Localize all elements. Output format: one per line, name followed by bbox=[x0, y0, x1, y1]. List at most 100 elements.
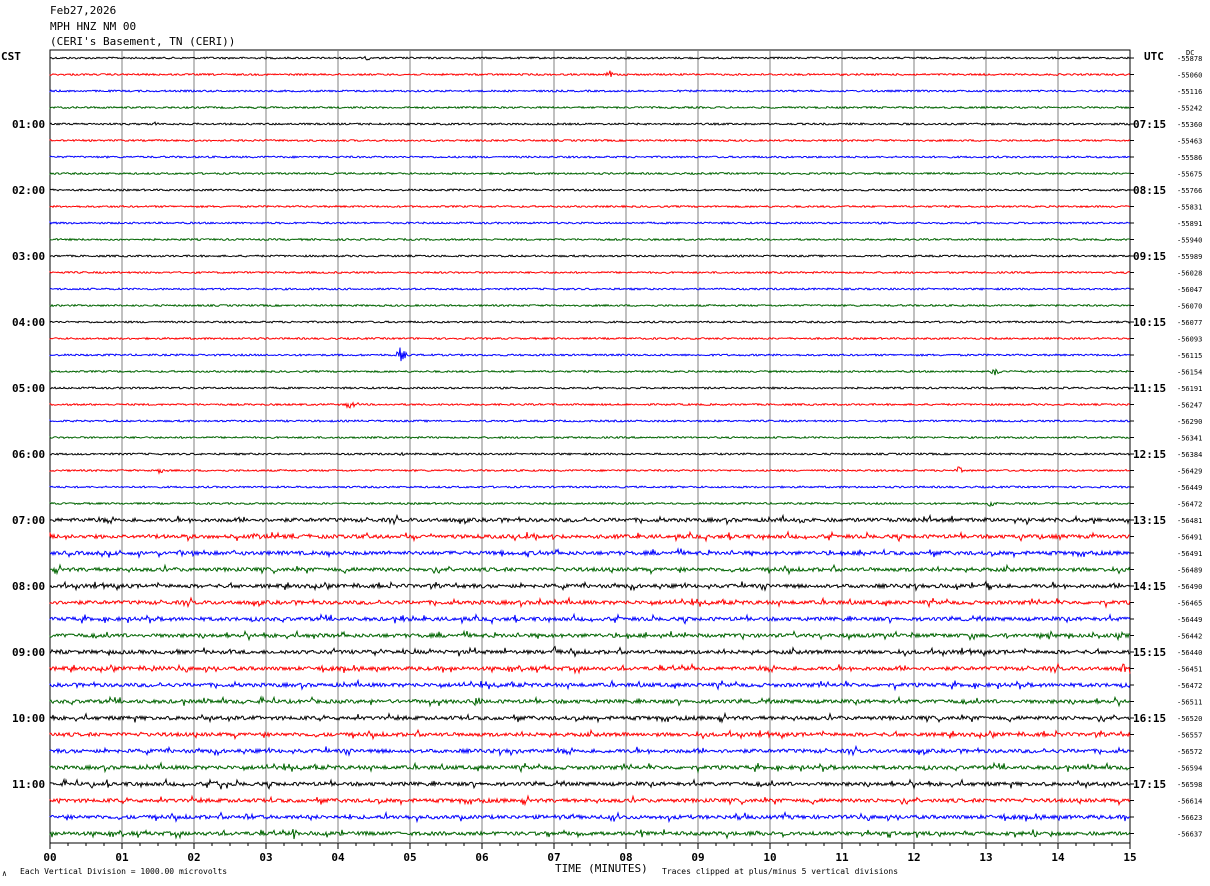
station-location: (CERI's Basement, TN (CERI)) bbox=[50, 35, 236, 48]
dc-offset-label: -56384 bbox=[1177, 451, 1202, 459]
dc-offset-label: -56572 bbox=[1177, 748, 1202, 756]
x-tick-label: 03 bbox=[259, 851, 272, 864]
seismic-trace bbox=[49, 220, 1131, 225]
dc-offset-label: -55060 bbox=[1177, 72, 1202, 80]
x-tick-label: 15 bbox=[1123, 851, 1136, 864]
dc-offset-label: -56511 bbox=[1177, 699, 1202, 707]
dc-offset-label: -56481 bbox=[1177, 517, 1202, 525]
seismic-trace bbox=[49, 368, 1131, 376]
seismic-trace bbox=[49, 547, 1131, 559]
seismic-trace bbox=[49, 287, 1131, 291]
utc-hour-label: 17:15 bbox=[1133, 778, 1166, 791]
utc-hour-label: 11:15 bbox=[1133, 382, 1166, 395]
utc-hour-label: 15:15 bbox=[1133, 646, 1166, 659]
dc-offset-label: -56637 bbox=[1177, 831, 1202, 839]
dc-offset-label: -56442 bbox=[1177, 633, 1202, 641]
dc-offset-header: DC bbox=[1186, 49, 1195, 57]
x-tick-label: 05 bbox=[403, 851, 416, 864]
seismic-trace bbox=[49, 303, 1131, 308]
clipping-note: Traces clipped at plus/minus 5 vertical … bbox=[662, 867, 899, 876]
seismic-trace bbox=[49, 828, 1131, 840]
seismic-trace bbox=[49, 563, 1131, 576]
x-axis-label: TIME (MINUTES) bbox=[555, 862, 648, 875]
dc-offset-label: -56472 bbox=[1177, 501, 1202, 509]
dc-offset-label: -55766 bbox=[1177, 187, 1202, 195]
seismic-trace bbox=[49, 761, 1131, 774]
dc-offset-label: -56028 bbox=[1177, 270, 1202, 278]
dc-offset-label: -56115 bbox=[1177, 352, 1202, 360]
x-tick-label: 13 bbox=[979, 851, 992, 864]
seismic-trace bbox=[49, 485, 1131, 489]
dc-offset-label: -55940 bbox=[1177, 237, 1202, 245]
dc-offset-label: -56070 bbox=[1177, 303, 1202, 311]
x-tick-label: 14 bbox=[1051, 851, 1065, 864]
seismic-trace bbox=[49, 155, 1131, 159]
seismic-trace bbox=[49, 89, 1131, 93]
utc-hour-label: 13:15 bbox=[1133, 514, 1166, 527]
dc-offset-label: -55586 bbox=[1177, 154, 1202, 162]
dc-offset-label: -56489 bbox=[1177, 567, 1202, 575]
dc-offset-label: -56247 bbox=[1177, 402, 1202, 410]
x-tick-label: 06 bbox=[475, 851, 489, 864]
dc-offset-label: -55463 bbox=[1177, 138, 1202, 146]
seismic-trace bbox=[49, 513, 1131, 526]
dc-offset-label: -56440 bbox=[1177, 649, 1202, 657]
seismic-trace bbox=[49, 138, 1131, 143]
seismic-trace bbox=[49, 728, 1131, 741]
dc-offset-label: -56154 bbox=[1177, 369, 1202, 377]
utc-hour-label: 08:15 bbox=[1133, 184, 1166, 197]
cst-hour-label: 02:00 bbox=[12, 184, 45, 197]
dc-offset-label: -56491 bbox=[1177, 534, 1202, 542]
cst-hour-label: 01:00 bbox=[12, 118, 45, 131]
dc-offset-label: -55242 bbox=[1177, 105, 1202, 113]
cst-hour-label: 10:00 bbox=[12, 712, 45, 725]
x-tick-label: 09 bbox=[691, 851, 704, 864]
seismic-trace bbox=[49, 419, 1131, 423]
cst-hour-label: 03:00 bbox=[12, 250, 45, 263]
seismic-trace bbox=[49, 237, 1130, 242]
dc-offset-label: -56557 bbox=[1177, 732, 1202, 740]
dc-offset-label: -56449 bbox=[1177, 616, 1202, 624]
seismic-trace bbox=[49, 794, 1131, 807]
seismic-trace bbox=[49, 629, 1131, 642]
seismic-trace bbox=[49, 596, 1131, 609]
dc-offset-label: -56191 bbox=[1177, 385, 1202, 393]
seismic-trace bbox=[49, 188, 1131, 192]
utc-hour-label: 10:15 bbox=[1133, 316, 1166, 329]
x-tick-label: 11 bbox=[835, 851, 849, 864]
x-tick-label: 04 bbox=[331, 851, 345, 864]
dc-offset-label: -56491 bbox=[1177, 550, 1202, 558]
dc-offset-label: -56623 bbox=[1177, 814, 1202, 822]
seismic-trace bbox=[49, 55, 1131, 61]
logo-mark: ∧ bbox=[2, 869, 7, 878]
utc-hour-label: 09:15 bbox=[1133, 250, 1166, 263]
dc-offset-label: -56451 bbox=[1177, 666, 1202, 674]
dc-offset-label: -56465 bbox=[1177, 600, 1202, 608]
seismic-trace bbox=[49, 386, 1131, 390]
dc-offset-label: -56449 bbox=[1177, 484, 1202, 492]
dc-offset-label: -56594 bbox=[1177, 765, 1202, 773]
seismic-trace bbox=[49, 121, 1131, 126]
seismic-trace bbox=[49, 662, 1131, 675]
x-tick-label: 00 bbox=[43, 851, 56, 864]
dc-offset-label: -56093 bbox=[1177, 336, 1202, 344]
right-timezone-label: UTC bbox=[1144, 50, 1164, 63]
seismic-trace bbox=[49, 810, 1131, 824]
seismic-trace bbox=[49, 777, 1131, 790]
cst-hour-label: 07:00 bbox=[12, 514, 45, 527]
station-code: MPH HNZ NM 00 bbox=[50, 20, 137, 33]
seismic-trace bbox=[49, 645, 1131, 658]
dc-offset-label: -55675 bbox=[1177, 171, 1202, 179]
dc-offset-label: -56598 bbox=[1177, 781, 1202, 789]
dc-offset-label: -56520 bbox=[1177, 715, 1202, 723]
seismic-trace bbox=[49, 105, 1131, 110]
dc-offset-label: -56341 bbox=[1177, 435, 1202, 443]
seismic-trace bbox=[49, 320, 1131, 324]
x-tick-label: 10 bbox=[763, 851, 776, 864]
dc-offset-label: -56490 bbox=[1177, 583, 1202, 591]
dc-offset-label: -56077 bbox=[1177, 319, 1202, 327]
seismic-trace bbox=[49, 711, 1130, 724]
seismic-trace bbox=[49, 612, 1131, 626]
plot-date: Feb27,2026 bbox=[50, 4, 117, 17]
